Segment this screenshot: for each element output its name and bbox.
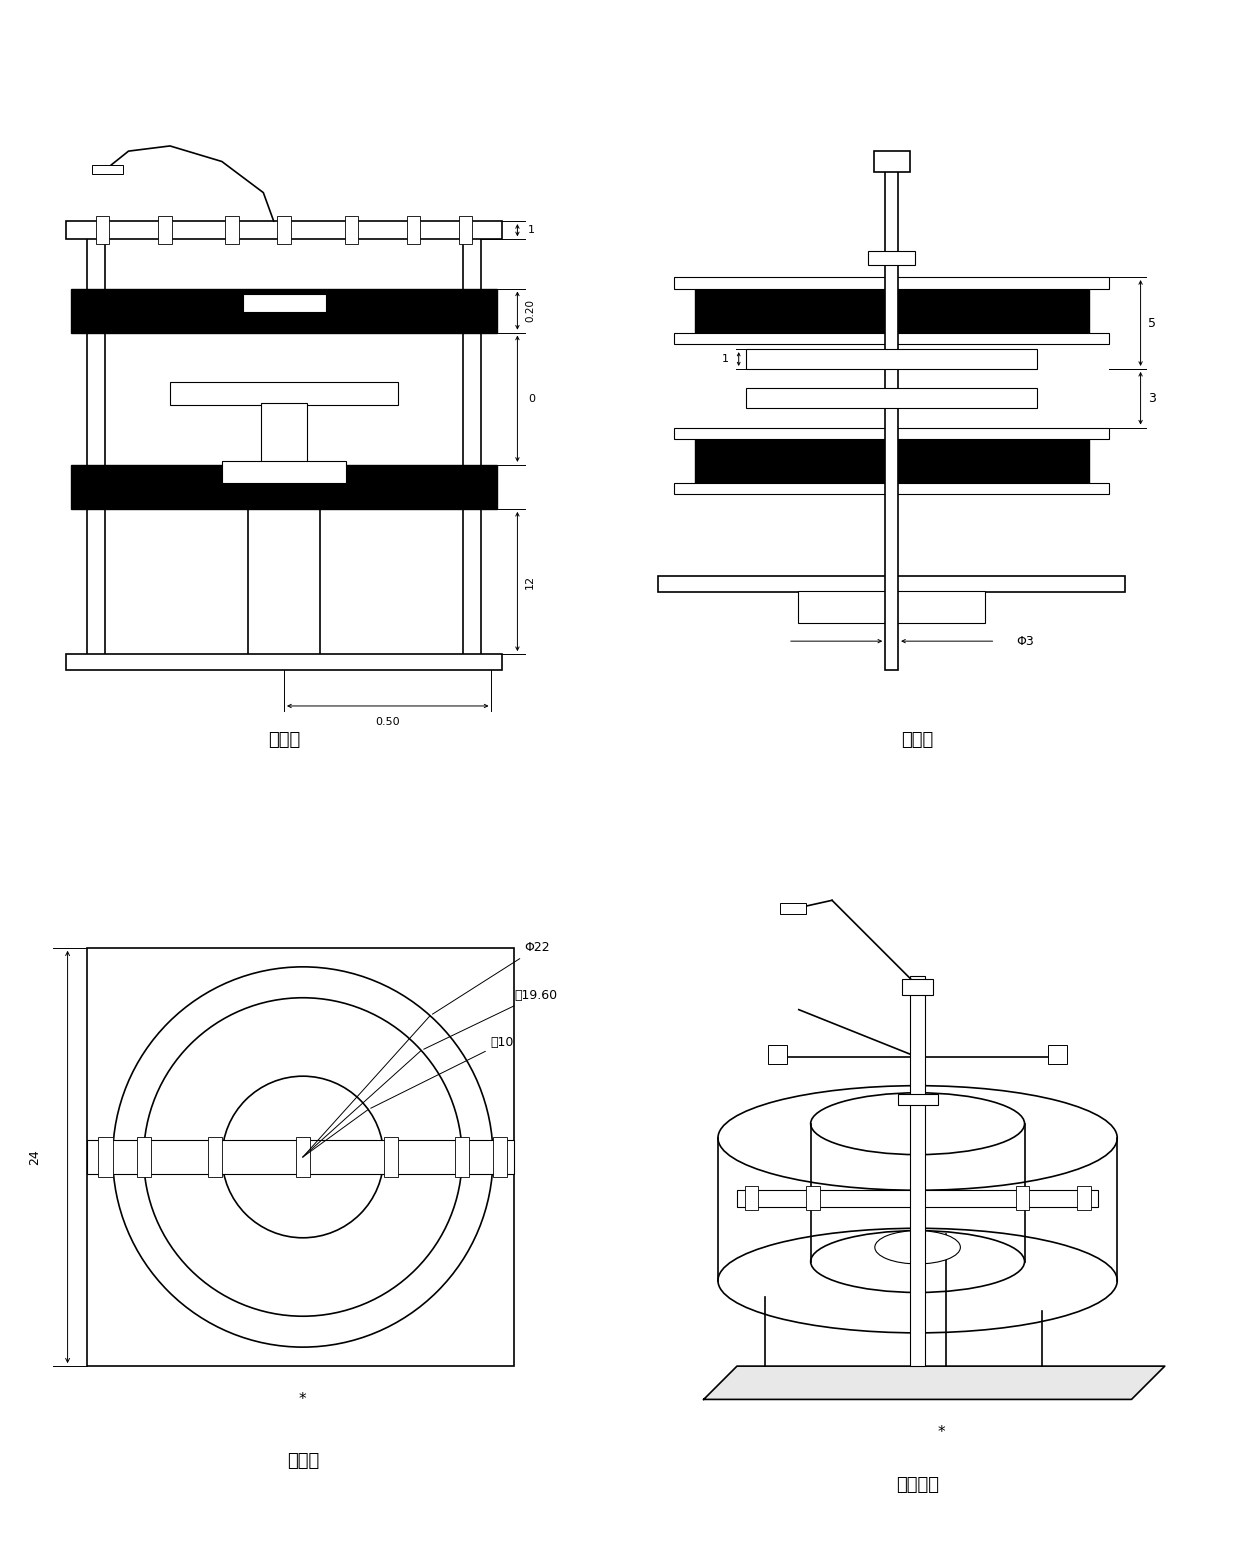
Polygon shape: [703, 1366, 1164, 1399]
Bar: [66, 221, 502, 240]
Text: *: *: [299, 1392, 306, 1406]
Text: 左视图: 左视图: [901, 731, 934, 748]
Bar: [910, 977, 925, 1366]
Text: 0.50: 0.50: [376, 717, 401, 726]
Text: 俧视图: 俧视图: [286, 1452, 319, 1471]
Bar: [87, 1140, 515, 1173]
Bar: [673, 483, 1110, 494]
Bar: [66, 654, 502, 670]
Bar: [1048, 1046, 1068, 1065]
Bar: [898, 1094, 937, 1105]
Text: ΢10: ΢10: [371, 1036, 515, 1109]
Bar: [243, 293, 326, 312]
Text: 24: 24: [29, 1149, 41, 1165]
Bar: [208, 1137, 222, 1178]
Text: 0.20: 0.20: [526, 299, 536, 323]
Bar: [1078, 1187, 1091, 1210]
Bar: [222, 461, 346, 483]
Bar: [72, 464, 497, 510]
Bar: [768, 1046, 787, 1065]
Bar: [170, 383, 398, 405]
Bar: [799, 591, 985, 622]
Text: 3: 3: [1148, 392, 1156, 405]
Bar: [868, 251, 915, 265]
Text: 1: 1: [528, 226, 534, 235]
Text: *: *: [937, 1425, 945, 1439]
Text: 0: 0: [528, 394, 534, 405]
Bar: [72, 289, 497, 332]
Bar: [157, 216, 171, 245]
Bar: [260, 403, 308, 463]
Text: 5: 5: [1148, 317, 1157, 329]
Bar: [226, 216, 239, 245]
Bar: [673, 428, 1110, 439]
Bar: [296, 1137, 310, 1178]
Text: 模型视图: 模型视图: [897, 1475, 939, 1494]
Bar: [746, 350, 1037, 368]
Ellipse shape: [874, 1231, 960, 1264]
Bar: [658, 577, 1125, 591]
Bar: [95, 216, 109, 245]
Bar: [407, 216, 420, 245]
Text: 1: 1: [722, 354, 728, 364]
Bar: [673, 332, 1110, 343]
Bar: [911, 1187, 924, 1210]
Bar: [885, 162, 898, 670]
Bar: [345, 216, 358, 245]
Bar: [903, 978, 932, 996]
Text: ΢19.60: ΢19.60: [424, 989, 558, 1049]
Text: 前视图: 前视图: [268, 731, 300, 748]
Text: 12: 12: [526, 574, 536, 588]
Circle shape: [298, 1151, 309, 1163]
Bar: [873, 151, 910, 172]
Bar: [98, 1137, 113, 1178]
Bar: [806, 1187, 820, 1210]
Bar: [744, 1187, 758, 1210]
Bar: [459, 216, 472, 245]
Bar: [694, 439, 1089, 483]
Bar: [87, 947, 515, 1366]
Bar: [737, 1190, 1099, 1207]
Bar: [383, 1137, 398, 1178]
Bar: [780, 903, 806, 914]
Bar: [673, 278, 1110, 289]
Bar: [92, 165, 123, 174]
Bar: [694, 289, 1089, 332]
Bar: [136, 1137, 151, 1178]
Text: Φ22: Φ22: [433, 941, 549, 1014]
Text: Φ3: Φ3: [1016, 635, 1034, 648]
Bar: [455, 1137, 469, 1178]
Bar: [278, 216, 291, 245]
Bar: [746, 389, 1037, 408]
Bar: [1016, 1187, 1029, 1210]
Bar: [494, 1137, 507, 1178]
